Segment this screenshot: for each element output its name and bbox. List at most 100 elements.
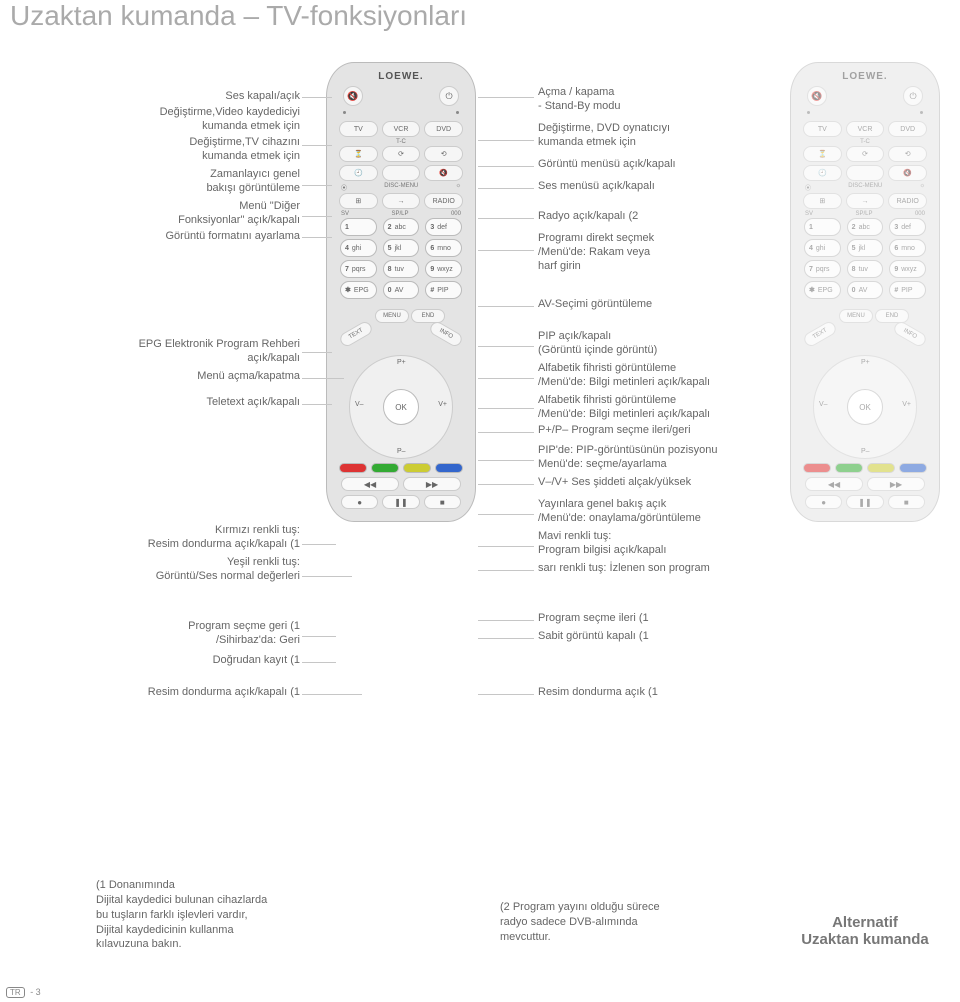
keypad-✱[interactable]: ✱EPG: [340, 281, 377, 299]
row2-btn-0[interactable]: ⏳: [803, 146, 842, 162]
rec-0[interactable]: ●: [805, 495, 842, 509]
keypad-#[interactable]: #PIP: [889, 281, 926, 299]
mute-button[interactable]: 🔇: [343, 86, 363, 106]
keypad-1[interactable]: 1: [804, 218, 841, 236]
text-button[interactable]: TEXT: [338, 319, 374, 348]
transport-0[interactable]: ◀◀: [805, 477, 863, 491]
alt-remote-title: AlternatifUzaktan kumanda: [780, 914, 950, 948]
row4-btn-1[interactable]: →: [846, 193, 885, 209]
color-button-2[interactable]: [867, 463, 895, 473]
label-right-16: sarı renkli tuş: İzlenen son program: [538, 562, 778, 576]
mute-button[interactable]: 🔇: [807, 86, 827, 106]
keypad-0[interactable]: 0AV: [383, 281, 420, 299]
keypad-5[interactable]: 5jkl: [383, 239, 420, 257]
info-button[interactable]: INFO: [892, 319, 928, 348]
color-button-1[interactable]: [371, 463, 399, 473]
connector-line: [478, 306, 534, 307]
row2-btn-0[interactable]: ⏳: [339, 146, 378, 162]
row4-btn-0[interactable]: ⊞: [803, 193, 842, 209]
keypad-3[interactable]: 3def: [889, 218, 926, 236]
power-button[interactable]: ⏻: [439, 86, 459, 106]
row4-btn-0[interactable]: ⊞: [339, 193, 378, 209]
rec-2[interactable]: ■: [888, 495, 925, 509]
label-left-5: Menü "DiğerFonksiyonlar" açık/kapalı: [0, 200, 300, 228]
row2-btn-2[interactable]: ⟲: [888, 146, 927, 162]
rec-0[interactable]: ●: [341, 495, 378, 509]
row2-btn-1[interactable]: ⟳: [846, 146, 885, 162]
v-minus-label: V–: [819, 401, 828, 408]
row4-btn-1[interactable]: →: [382, 193, 421, 209]
transport-0[interactable]: ◀◀: [341, 477, 399, 491]
keypad-6[interactable]: 6mno: [425, 239, 462, 257]
label-right-17: Program seçme ileri (1: [538, 612, 778, 626]
device-tv-button[interactable]: TV: [339, 121, 378, 137]
transport-1[interactable]: ▶▶: [867, 477, 925, 491]
keypad-5[interactable]: 5jkl: [847, 239, 884, 257]
row3-btn-2[interactable]: 🔇: [888, 165, 927, 181]
keypad-1[interactable]: 1: [340, 218, 377, 236]
text-button[interactable]: TEXT: [802, 319, 838, 348]
connector-line: [478, 250, 534, 251]
row3-btn-0[interactable]: 🕘: [803, 165, 842, 181]
label-left-1: Ses kapalı/açık: [0, 90, 300, 104]
row3-btn-1[interactable]: [846, 165, 885, 181]
keypad-2[interactable]: 2abc: [847, 218, 884, 236]
menu-button[interactable]: MENU: [839, 309, 873, 323]
info-button[interactable]: INFO: [428, 319, 464, 348]
power-button[interactable]: ⏻: [903, 86, 923, 106]
rec-1[interactable]: ❚❚: [846, 495, 883, 509]
row2-btn-1[interactable]: ⟳: [382, 146, 421, 162]
keypad-7[interactable]: 7pqrs: [804, 260, 841, 278]
keypad-3[interactable]: 3def: [425, 218, 462, 236]
device-vcr-button[interactable]: VCR: [846, 121, 885, 137]
color-button-3[interactable]: [435, 463, 463, 473]
nav-wheel[interactable]: OKP+P–V–V+: [349, 355, 453, 459]
label-right-6: Programı direkt seçmek/Menü'de: Rakam ve…: [538, 232, 778, 273]
row4-btn-2[interactable]: RADIO: [424, 193, 463, 209]
end-button[interactable]: END: [411, 309, 445, 323]
remote-alt: LOEWE.🔇⏻TVVCRDVDT-C⏳⟳⟲🕘🔇⦿DISC-MENU☼⊞→RAD…: [790, 62, 940, 522]
color-button-0[interactable]: [339, 463, 367, 473]
keypad-4[interactable]: 4ghi: [804, 239, 841, 257]
keypad-0[interactable]: 0AV: [847, 281, 884, 299]
transport-1[interactable]: ▶▶: [403, 477, 461, 491]
keypad-2[interactable]: 2abc: [383, 218, 420, 236]
keypad-#[interactable]: #PIP: [425, 281, 462, 299]
end-button[interactable]: END: [875, 309, 909, 323]
device-dvd-button[interactable]: DVD: [424, 121, 463, 137]
v-plus-label: V+: [902, 401, 911, 408]
rec-1[interactable]: ❚❚: [382, 495, 419, 509]
rec-2[interactable]: ■: [424, 495, 461, 509]
keypad-8[interactable]: 8tuv: [383, 260, 420, 278]
color-button-1[interactable]: [835, 463, 863, 473]
color-button-0[interactable]: [803, 463, 831, 473]
p-plus-label: P+: [397, 359, 406, 366]
label-left-12: Program seçme geri (1/Sihirbaz'da: Geri: [0, 620, 300, 648]
row3-btn-2[interactable]: 🔇: [424, 165, 463, 181]
label-left-6: Görüntü formatını ayarlama: [0, 230, 300, 244]
menu-button[interactable]: MENU: [375, 309, 409, 323]
ok-button[interactable]: OK: [847, 389, 883, 425]
label-right-1: Açma / kapama- Stand-By modu: [538, 86, 778, 114]
connector-line: [478, 218, 534, 219]
row2-btn-2[interactable]: ⟲: [424, 146, 463, 162]
keypad-7[interactable]: 7pqrs: [340, 260, 377, 278]
device-dvd-button[interactable]: DVD: [888, 121, 927, 137]
keypad-8[interactable]: 8tuv: [847, 260, 884, 278]
keypad-✱[interactable]: ✱EPG: [804, 281, 841, 299]
color-button-3[interactable]: [899, 463, 927, 473]
keypad-4[interactable]: 4ghi: [340, 239, 377, 257]
device-tv-button[interactable]: TV: [803, 121, 842, 137]
keypad-6[interactable]: 6mno: [889, 239, 926, 257]
keypad-9[interactable]: 9wxyz: [889, 260, 926, 278]
color-button-2[interactable]: [403, 463, 431, 473]
connector-line: [302, 544, 336, 545]
nav-wheel[interactable]: OKP+P–V–V+: [813, 355, 917, 459]
row3-btn-0[interactable]: 🕘: [339, 165, 378, 181]
keypad-9[interactable]: 9wxyz: [425, 260, 462, 278]
label-right-14: Yayınlara genel bakış açık/Menü'de: onay…: [538, 498, 778, 526]
row3-btn-1[interactable]: [382, 165, 421, 181]
row4-btn-2[interactable]: RADIO: [888, 193, 927, 209]
ok-button[interactable]: OK: [383, 389, 419, 425]
device-vcr-button[interactable]: VCR: [382, 121, 421, 137]
